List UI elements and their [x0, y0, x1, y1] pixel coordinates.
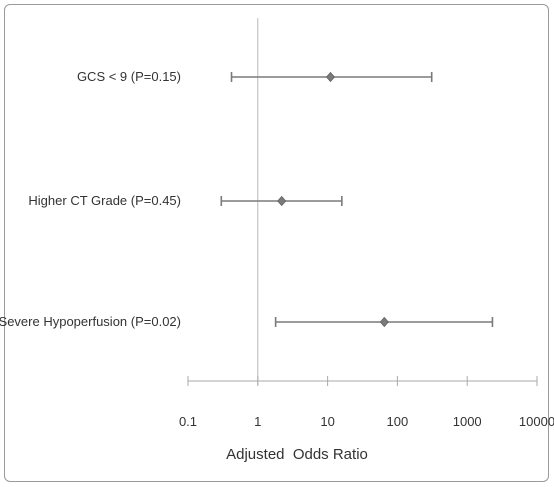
point-estimate — [325, 71, 336, 83]
category-label: Severe Hypoperfusion (P=0.02) — [0, 314, 181, 329]
x-axis-title: Adjusted Odds Ratio — [226, 446, 368, 463]
point-estimate — [379, 316, 389, 328]
x-tick-label: 10 — [320, 414, 334, 429]
x-tick-label: 100 — [387, 414, 409, 429]
chart-frame — [4, 4, 549, 482]
x-tick-label: 10000 — [519, 414, 554, 429]
x-tick-label: 1 — [254, 414, 261, 429]
x-tick-label: 0.1 — [179, 414, 197, 429]
point-estimate — [277, 195, 287, 207]
category-label: Higher CT Grade (P=0.45) — [28, 193, 181, 208]
x-tick-label: 1000 — [453, 414, 482, 429]
category-label: GCS < 9 (P=0.15) — [77, 69, 181, 84]
